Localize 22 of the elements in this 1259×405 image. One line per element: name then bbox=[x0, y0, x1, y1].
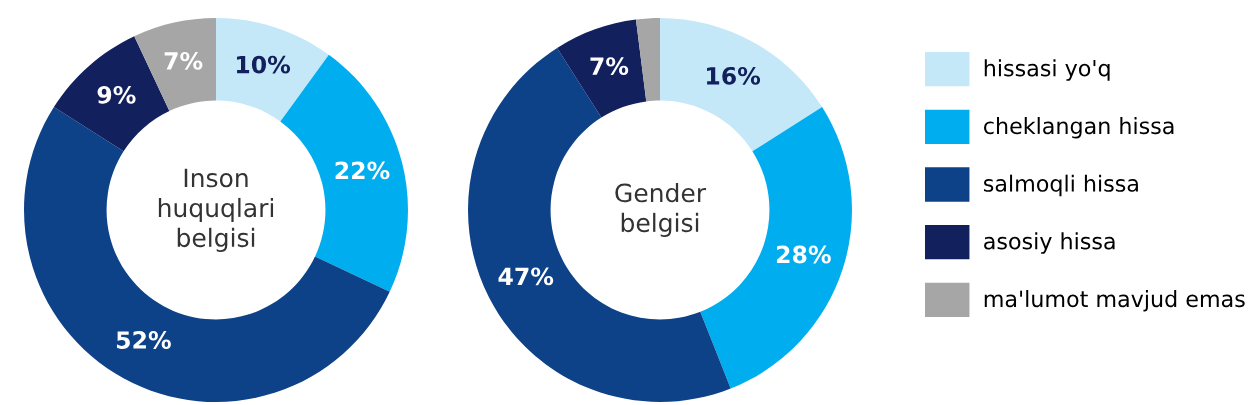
donut-slice bbox=[635, 18, 660, 102]
data-label: 28% bbox=[776, 245, 831, 264]
data-label: 52% bbox=[116, 331, 171, 349]
data-label: 47% bbox=[498, 267, 554, 286]
text: Gender belgisi bbox=[615, 182, 707, 238]
data-label: 16% bbox=[707, 66, 761, 85]
data-label: 7% bbox=[590, 57, 629, 76]
data-label: 9% bbox=[97, 85, 136, 104]
donut-slice bbox=[557, 19, 647, 118]
donut-slice bbox=[134, 18, 216, 111]
legend-label: asosiy hissa bbox=[984, 232, 1115, 254]
donut-slice bbox=[216, 18, 329, 122]
text: Inson huquqlari belgisi bbox=[158, 168, 274, 252]
donut-slice bbox=[660, 18, 823, 152]
legend-label: hissasi yo'q bbox=[984, 59, 1110, 81]
legend-label: cheklangan hissa bbox=[984, 117, 1174, 139]
legend-label: salmoqli hissa bbox=[983, 174, 1138, 197]
legend-label: ma'lumot mavjud emas bbox=[984, 290, 1245, 312]
data-label: 22% bbox=[335, 161, 390, 180]
data-label: 7% bbox=[164, 51, 203, 70]
donut-slice bbox=[24, 107, 390, 402]
data-label: 10% bbox=[236, 55, 291, 74]
